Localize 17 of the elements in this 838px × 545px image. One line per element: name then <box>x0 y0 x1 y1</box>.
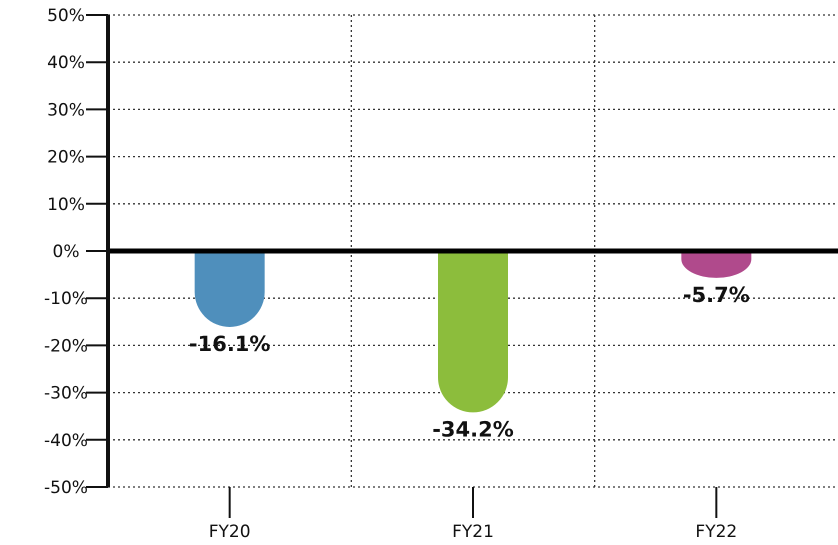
y-tick-label: -10% <box>44 289 88 310</box>
y-tick-label: 30% <box>47 100 85 120</box>
y-tick-label: 20% <box>47 148 85 168</box>
x-tick-label: FY21 <box>452 522 494 542</box>
x-tick-label: FY20 <box>208 522 251 542</box>
y-tick-label: -50% <box>44 478 88 498</box>
y-tick-label: -40% <box>44 430 88 451</box>
data-label: -34.2% <box>432 417 514 442</box>
y-tick-label: 50% <box>47 6 85 26</box>
x-tick-label: FY22 <box>695 522 738 542</box>
data-label: -5.7% <box>682 282 750 307</box>
data-label: -16.1% <box>188 332 270 356</box>
y-tick-label: 10% <box>47 194 85 215</box>
y-tick-label: -30% <box>44 384 88 404</box>
y-tick-label: -20% <box>44 336 88 356</box>
y-tick-label: 0% <box>52 242 80 262</box>
y-tick-label: 40% <box>47 53 85 74</box>
